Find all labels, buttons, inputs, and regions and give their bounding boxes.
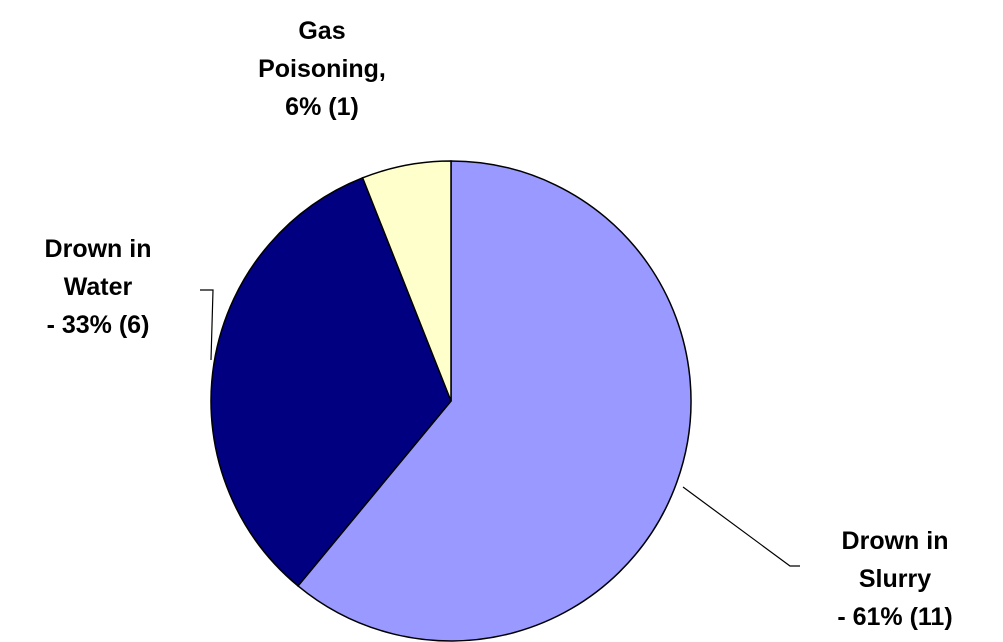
- slice-label: Gas Poisoning, 6% (1): [227, 12, 417, 126]
- leader-line: [682, 486, 800, 567]
- category-label: Drown in Water: [44, 235, 152, 301]
- category-label: Drown in Slurry: [841, 527, 949, 593]
- value-label: 6% (1): [285, 93, 359, 121]
- pie-slice: [210, 176, 452, 587]
- category-label: Gas Poisoning,: [258, 17, 386, 83]
- value-label: - 33% (6): [46, 311, 150, 339]
- leader-line: [200, 289, 214, 361]
- pie-slice: [296, 160, 692, 642]
- pie-slice: [361, 160, 452, 402]
- slice-label: Drown in Water - 33% (6): [3, 230, 193, 344]
- value-label: - 61% (11): [837, 603, 953, 631]
- slice-label: Drown in Slurry - 61% (11): [800, 522, 990, 636]
